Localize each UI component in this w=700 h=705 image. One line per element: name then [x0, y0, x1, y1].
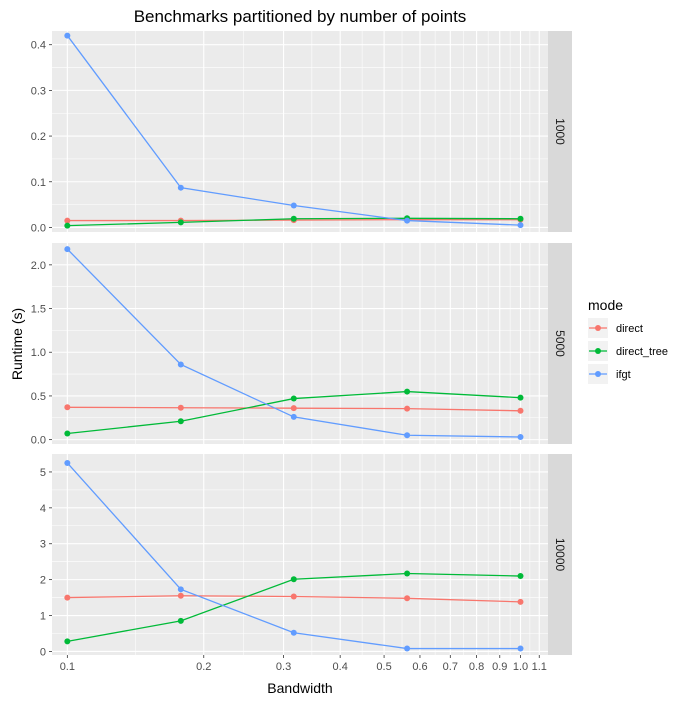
- facet-strip-label: 1000: [553, 118, 567, 145]
- facet-panel-1000: 0.0 0.1 0.2 0.3 0.4 1000: [31, 31, 572, 234]
- panel-background: [52, 454, 548, 655]
- data-point-ifgt: [64, 459, 71, 466]
- data-point-direct: [517, 598, 524, 605]
- x-tick-label: 0.9: [492, 661, 507, 673]
- y-tick-label: 0.0: [31, 435, 46, 447]
- data-point-direct: [177, 592, 184, 599]
- data-point-direct: [290, 405, 297, 412]
- y-tick-label: 1.0: [31, 347, 46, 359]
- data-point-direct: [64, 594, 71, 601]
- data-point-direct_tree: [177, 219, 184, 226]
- facet-strip-label: 5000: [553, 330, 567, 357]
- data-point-direct: [404, 405, 411, 412]
- y-axis-title: Runtime (s): [9, 308, 25, 380]
- y-tick-label: 0: [40, 646, 46, 658]
- data-point-ifgt: [64, 32, 71, 39]
- y-tick-label: 2.0: [31, 260, 46, 272]
- data-point-direct: [177, 404, 184, 411]
- y-tick-label: 0.2: [31, 131, 46, 143]
- data-point-ifgt: [177, 586, 184, 593]
- data-point-direct_tree: [64, 222, 71, 229]
- x-axis: 0.1 0.2 0.3 0.4 0.5 0.6 0.7 0.8 0.9 1.0 1.1: [60, 655, 547, 673]
- data-point-direct_tree: [290, 395, 297, 402]
- facet-strip: [548, 243, 572, 444]
- data-point-direct: [290, 593, 297, 600]
- panel-background: [52, 243, 548, 444]
- x-tick-label: 0.8: [469, 661, 484, 673]
- x-tick-label: 0.4: [333, 661, 348, 673]
- data-point-ifgt: [177, 361, 184, 368]
- facet-panel-10000: 0 1 2 3 4 5 10000: [40, 454, 572, 658]
- data-point-direct_tree: [404, 388, 411, 395]
- chart-title: Benchmarks partitioned by number of poin…: [134, 7, 467, 26]
- x-tick-label: 0.6: [412, 661, 427, 673]
- data-point-direct_tree: [517, 394, 524, 401]
- y-tick-label: 0.0: [31, 222, 46, 234]
- data-point-ifgt: [404, 217, 411, 224]
- y-tick-label: 1: [40, 611, 46, 623]
- data-point-ifgt: [64, 246, 71, 253]
- x-tick-label: 0.7: [443, 661, 458, 673]
- data-point-direct_tree: [517, 573, 524, 580]
- x-tick-label: 0.1: [60, 661, 75, 673]
- data-point-direct_tree: [177, 617, 184, 624]
- x-tick-label: 1.1: [532, 661, 547, 673]
- y-tick-label: 0.4: [31, 40, 46, 52]
- facet-strip: [548, 31, 572, 232]
- data-point-direct: [517, 407, 524, 414]
- data-point-ifgt: [517, 434, 524, 441]
- y-tick-label: 5: [40, 467, 46, 479]
- x-tick-label: 1.0: [513, 661, 528, 673]
- legend-title: mode: [588, 297, 623, 313]
- data-point-ifgt: [290, 202, 297, 209]
- data-point-direct_tree: [404, 570, 411, 577]
- x-tick-label: 0.2: [196, 661, 211, 673]
- y-tick-label: 1.5: [31, 304, 46, 316]
- data-point-direct: [64, 217, 71, 224]
- data-point-ifgt: [177, 184, 184, 191]
- y-tick-label: 3: [40, 539, 46, 551]
- x-axis-title: Bandwidth: [267, 680, 332, 696]
- legend-label: direct: [616, 323, 643, 335]
- legend-entry-direct: direct: [588, 318, 643, 338]
- data-point-direct: [64, 404, 71, 411]
- panel-background: [52, 31, 548, 232]
- y-tick-label: 0.3: [31, 85, 46, 97]
- data-point-direct_tree: [64, 430, 71, 437]
- legend-key-point: [595, 371, 601, 377]
- data-point-ifgt: [290, 413, 297, 420]
- data-point-direct_tree: [517, 215, 524, 222]
- legend-entry-ifgt: ifgt: [588, 364, 631, 384]
- y-tick-label: 4: [40, 503, 46, 515]
- legend-key-point: [595, 348, 601, 354]
- data-point-ifgt: [404, 645, 411, 652]
- data-point-ifgt: [517, 222, 524, 229]
- panels-layer: 0.0 0.1 0.2 0.3 0.4 1000 0.0 0.5 1.0 1.5 2.0 5000 0 1…: [31, 31, 572, 658]
- data-point-direct: [404, 595, 411, 602]
- data-point-direct_tree: [64, 638, 71, 645]
- data-point-direct_tree: [290, 576, 297, 583]
- legend-label: direct_tree: [616, 346, 668, 358]
- x-tick-label: 0.5: [376, 661, 391, 673]
- data-point-ifgt: [404, 432, 411, 439]
- facet-strip: [548, 454, 572, 655]
- y-tick-label: 0.5: [31, 391, 46, 403]
- data-point-ifgt: [517, 645, 524, 652]
- facet-strip-label: 10000: [553, 538, 567, 572]
- data-point-ifgt: [290, 629, 297, 636]
- legend-entry-direct_tree: direct_tree: [588, 341, 668, 361]
- x-tick-label: 0.3: [276, 661, 291, 673]
- y-tick-label: 0.1: [31, 177, 46, 189]
- y-tick-label: 2: [40, 575, 46, 587]
- facet-panel-5000: 0.0 0.5 1.0 1.5 2.0 5000: [31, 243, 572, 447]
- legend-key-point: [595, 325, 601, 331]
- data-point-direct_tree: [290, 215, 297, 222]
- data-point-direct_tree: [177, 418, 184, 425]
- legend-label: ifgt: [616, 369, 631, 381]
